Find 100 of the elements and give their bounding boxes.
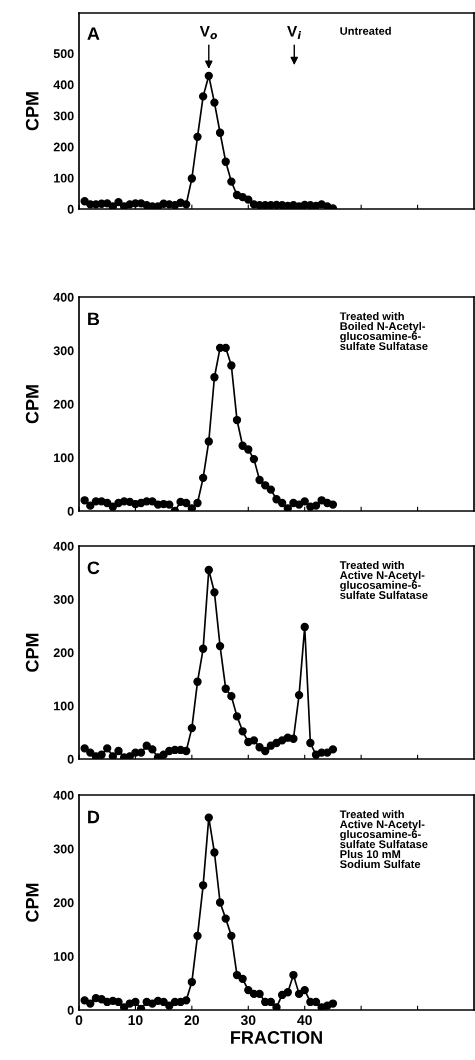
annotation: Treated with Active N-Acetyl- glucosamine-6- sulfate Sulfatase (339, 560, 428, 599)
y-tick-label: 400 (53, 541, 74, 551)
point (114, 746, 123, 756)
point (272, 1003, 281, 1010)
y-tick-label: 100 (54, 173, 74, 183)
annotation: V$_{o}$ (199, 26, 217, 40)
point (193, 132, 202, 141)
point (187, 723, 197, 733)
annotation: V$_{i}$ (287, 26, 302, 40)
point (300, 985, 309, 995)
point (193, 677, 202, 686)
point (210, 588, 219, 597)
point (300, 622, 309, 632)
y-tick-label: 300 (53, 844, 74, 854)
point (249, 454, 259, 464)
annotation: Untreated (340, 26, 391, 35)
annotation: A (87, 27, 100, 40)
x-tick-label: 30 (240, 1015, 256, 1026)
point (328, 500, 338, 509)
point (108, 752, 118, 759)
point (215, 641, 225, 651)
point (261, 746, 270, 756)
point (244, 985, 253, 995)
point (238, 727, 247, 736)
point (255, 475, 264, 485)
point (193, 931, 202, 940)
point (227, 361, 236, 370)
y-tick-label: 200 (53, 399, 74, 409)
point (300, 497, 309, 506)
point (328, 999, 338, 1008)
point (182, 200, 191, 209)
point (215, 128, 225, 137)
point (114, 197, 123, 207)
point (232, 415, 242, 425)
x-tick-label: 20 (184, 1015, 200, 1026)
y-tick-label: 0 (67, 754, 74, 764)
annotation: Treated with Boiled N-Acetyl- glucosamine-6- sulfate Sulfatase (339, 311, 428, 351)
point (221, 914, 230, 923)
point (86, 748, 95, 757)
point (227, 691, 236, 701)
annotation: C (87, 561, 100, 575)
y-tick-label: 300 (53, 111, 74, 121)
point (193, 498, 202, 508)
point (255, 989, 264, 999)
point (277, 498, 287, 508)
point (198, 644, 208, 653)
point (238, 974, 247, 983)
point (283, 988, 292, 997)
y-tick-label: 300 (53, 595, 74, 604)
point (187, 977, 197, 987)
point (159, 997, 168, 1007)
annotation: B (88, 312, 100, 326)
point (204, 565, 213, 575)
x-axis-title: FRACTION (231, 1031, 322, 1044)
y-tick-label: 100 (54, 453, 74, 463)
point (204, 437, 213, 446)
y-axis-title: CPM (25, 92, 39, 131)
y-axis-title: CPM (25, 633, 39, 672)
y-tick-label: 400 (53, 790, 74, 800)
annotation: Treated with Active N-Acetyl- glucosamine-6- sulfate Sulfatase Plus 10 mM Sodium Sulfate (339, 810, 428, 869)
point (80, 496, 89, 505)
point (289, 734, 298, 743)
point (182, 996, 191, 1005)
point (221, 157, 230, 166)
point (198, 92, 208, 101)
point (182, 746, 191, 756)
point (80, 744, 89, 753)
y-tick-label: 400 (53, 80, 74, 90)
point (294, 690, 304, 700)
point (306, 738, 315, 748)
y-tick-label: 100 (54, 701, 74, 711)
y-tick-label: 500 (53, 49, 74, 59)
y-tick-label: 200 (53, 142, 74, 152)
point (289, 970, 298, 980)
point (210, 98, 219, 107)
y-axis-title: CPM (25, 385, 39, 424)
point (198, 473, 208, 482)
y-tick-label: 100 (54, 952, 74, 961)
x-tick-label: 40 (297, 1015, 312, 1026)
y-axis-title: CPM (25, 883, 39, 922)
point (148, 745, 157, 754)
point (210, 848, 219, 857)
y-tick-label: 200 (53, 898, 74, 908)
point (86, 999, 95, 1008)
point (131, 997, 140, 1007)
point (103, 498, 112, 508)
point (261, 481, 270, 490)
point (187, 174, 197, 183)
point (204, 813, 213, 822)
point (210, 373, 219, 382)
point (221, 684, 230, 693)
point (165, 500, 174, 509)
y-tick-label: 0 (67, 204, 74, 214)
point (103, 744, 112, 753)
y-tick-label: 400 (53, 292, 74, 302)
point (266, 485, 276, 494)
point (232, 970, 242, 980)
x-tick-label: 0 (75, 1015, 83, 1026)
point (272, 495, 281, 504)
point (311, 501, 321, 510)
